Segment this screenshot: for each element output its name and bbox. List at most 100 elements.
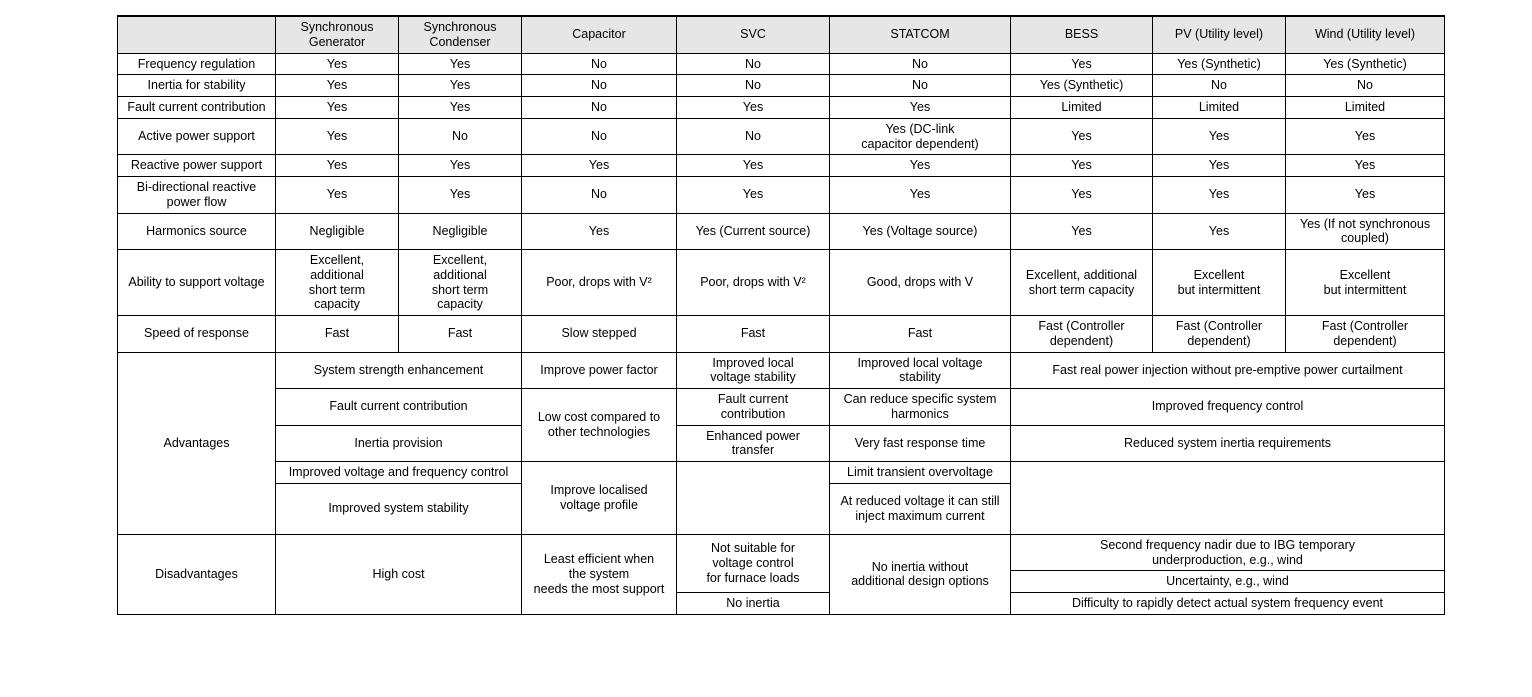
cell: Yes: [1152, 117, 1286, 156]
cell: Yes: [398, 154, 522, 177]
cell: Limited: [1010, 96, 1153, 119]
header-row: Synchronous Generator Synchronous Conden…: [117, 15, 1445, 54]
disadvantages-row-2: Uncertainty, e.g., wind: [118, 570, 1445, 593]
cell: Yes: [1010, 154, 1153, 177]
advantages-svc-1: Improved local voltage stability: [676, 351, 830, 389]
header-corner: [117, 15, 276, 54]
advantages-statcom-3: Very fast response time: [829, 424, 1011, 462]
cell: Yes: [1010, 212, 1153, 250]
advantages-row-3: Inertia provision Enhanced power transfe…: [118, 424, 1445, 462]
cell: Yes (Voltage source): [829, 212, 1011, 250]
cell: Fast: [829, 315, 1011, 353]
row-label: Active power support: [117, 117, 276, 156]
table-row: Bi-directional reactive power flow Yes Y…: [117, 176, 1445, 214]
cell: Yes: [1285, 176, 1445, 214]
advantages-capacitor-3: Improve localised voltage profile: [521, 461, 677, 535]
cell: Yes: [1285, 117, 1445, 156]
header-statcom: STATCOM: [829, 15, 1011, 54]
header-bess: BESS: [1010, 15, 1153, 54]
table-header: Synchronous Generator Synchronous Conden…: [117, 15, 1445, 54]
cell: No: [1152, 74, 1286, 97]
advantages-ibg-3: Reduced system inertia requirements: [1010, 424, 1445, 462]
cell: Excellent, additional short term capacit…: [1010, 249, 1153, 316]
disadvantages-row-1: Disadvantages High cost Least efficient …: [117, 533, 1445, 615]
advantages-svc-2: Fault current contribution: [676, 388, 830, 426]
disadvantages-ibg-2: Uncertainty, e.g., wind: [1010, 570, 1445, 593]
cell: Fast: [676, 315, 830, 353]
header-synchronous-generator: Synchronous Generator: [275, 15, 399, 54]
cell: Fast: [275, 315, 399, 353]
advantages-row-2: Fault current contribution Low cost comp…: [118, 388, 1445, 462]
cell: Yes: [521, 212, 677, 250]
cell: Yes: [275, 176, 399, 214]
row-label: Bi-directional reactive power flow: [117, 176, 276, 214]
advantages-row-1: Advantages System strength enhancement I…: [117, 351, 1445, 535]
cell: Yes: [398, 176, 522, 214]
advantages-statcom-2: Can reduce specific system harmonics: [829, 388, 1011, 426]
cell: Limited: [1152, 96, 1286, 119]
cell: Yes: [1152, 212, 1286, 250]
cell: Fast: [398, 315, 522, 353]
cell: Yes (Synthetic): [1285, 52, 1445, 76]
advantages-svc-empty: [676, 461, 830, 535]
header-synchronous-condenser: Synchronous Condenser: [398, 15, 522, 54]
cell: Yes: [1152, 154, 1286, 177]
disadvantages-ibg-3: Difficulty to rapidly detect actual syst…: [1010, 592, 1445, 615]
advantages-synchronous-4: Improved voltage and frequency control: [275, 461, 522, 484]
row-label: Frequency regulation: [117, 52, 276, 76]
cell: No: [829, 52, 1011, 76]
cell: No: [521, 176, 677, 214]
cell: Yes: [398, 52, 522, 76]
cell: No: [521, 96, 677, 119]
cell: Limited: [1285, 96, 1445, 119]
cell: Yes: [829, 96, 1011, 119]
advantages-synchronous-5: Improved system stability: [275, 482, 522, 535]
advantages-statcom-4: Limit transient overvoltage: [829, 461, 1011, 484]
disadvantages-label: Disadvantages: [117, 533, 276, 615]
table-row: Active power support Yes No No No Yes (D…: [117, 117, 1445, 156]
advantages-synchronous-1: System strength enhancement: [275, 351, 522, 389]
header-pv: PV (Utility level): [1152, 15, 1286, 54]
cell: Yes: [676, 96, 830, 119]
advantages-ibg-1: Fast real power injection without pre-em…: [1010, 351, 1445, 389]
cell: No: [676, 74, 830, 97]
cell: No: [676, 117, 830, 156]
cell: Yes: [1010, 176, 1153, 214]
table-row: Ability to support voltage Excellent, ad…: [117, 249, 1445, 316]
advantages-ibg-2: Improved frequency control: [1010, 388, 1445, 426]
advantages-row-5: Improved system stability At reduced vol…: [118, 482, 1445, 535]
cell: Yes: [1010, 52, 1153, 76]
cell: Yes (Current source): [676, 212, 830, 250]
cell: Yes: [676, 154, 830, 177]
cell: No: [398, 117, 522, 156]
cell: Yes: [275, 154, 399, 177]
header-wind: Wind (Utility level): [1285, 15, 1445, 54]
cell: Yes: [829, 154, 1011, 177]
cell: Excellent but intermittent: [1152, 249, 1286, 316]
header-svc: SVC: [676, 15, 830, 54]
table-row: Fault current contribution Yes Yes No Ye…: [117, 96, 1445, 119]
advantages-synchronous-3: Inertia provision: [275, 424, 522, 462]
table-row: Reactive power support Yes Yes Yes Yes Y…: [117, 154, 1445, 177]
advantages-capacitor-2: Low cost compared to other technologies: [521, 388, 677, 462]
cell: No: [829, 74, 1011, 97]
advantages-statcom-1: Improved local voltage stability: [829, 351, 1011, 389]
disadvantages-svc-2: No inertia: [676, 592, 830, 615]
table-row: Frequency regulation Yes Yes No No No Ye…: [117, 52, 1445, 76]
disadvantages-capacitor-1: Least efficient when the system needs th…: [521, 533, 677, 615]
row-label: Reactive power support: [117, 154, 276, 177]
cell: No: [1285, 74, 1445, 97]
cell: Yes: [275, 74, 399, 97]
cell: Yes: [275, 117, 399, 156]
cell: Excellent, additional short term capacit…: [398, 249, 522, 316]
cell: Slow stepped: [521, 315, 677, 353]
disadvantages-ibg-1: Second frequency nadir due to IBG tempor…: [1010, 533, 1445, 572]
cell: Yes (If not synchronous coupled): [1285, 212, 1445, 250]
table-row: Inertia for stability Yes Yes No No No Y…: [117, 74, 1445, 97]
cell: Yes: [275, 52, 399, 76]
cell: Poor, drops with V²: [676, 249, 830, 316]
cell: Yes: [398, 74, 522, 97]
cell: Yes: [1010, 117, 1153, 156]
cell: Excellent, additional short term capacit…: [275, 249, 399, 316]
